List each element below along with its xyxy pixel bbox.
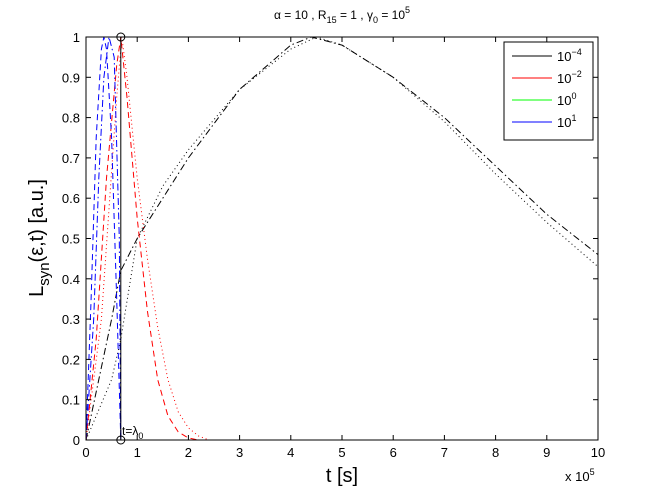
- y-tick-label: 0.4: [62, 272, 80, 287]
- series-line-5: [85, 36, 122, 441]
- x-multiplier: x 105: [565, 467, 595, 484]
- annotation-t-lambda: t=λ0: [122, 424, 143, 441]
- x-tick-label: 7: [441, 445, 448, 460]
- y-tick-label: 0.5: [62, 232, 80, 247]
- y-tick-label: 0.7: [62, 151, 80, 166]
- x-tick-label: 5: [338, 445, 345, 460]
- series-line-3: [85, 36, 210, 441]
- y-tick-label: 1: [73, 30, 80, 45]
- y-tick-label: 0.3: [62, 312, 80, 327]
- legend-label-1: 10−2: [557, 69, 582, 86]
- legend-label-2: 100: [557, 91, 576, 108]
- legend-label-0: 10−4: [557, 47, 582, 64]
- series-line-2: [85, 36, 199, 441]
- x-tick-label: 6: [390, 445, 397, 460]
- y-tick-label: 0.8: [62, 111, 80, 126]
- y-tick-label: 0.1: [62, 393, 80, 408]
- x-tick-label: 2: [185, 445, 192, 460]
- x-tick-label: 9: [543, 445, 550, 460]
- series-line-1: [85, 36, 599, 441]
- x-tick-label: 8: [492, 445, 499, 460]
- x-tick-label: 4: [287, 445, 294, 460]
- series-line-0: [85, 36, 599, 441]
- y-tick-label: 0.6: [62, 191, 80, 206]
- y-tick-label: 0.2: [62, 352, 80, 367]
- x-tick-label: 0: [82, 445, 89, 460]
- x-tick-label: 10: [591, 445, 605, 460]
- y-tick-label: 0: [73, 433, 80, 448]
- legend: 10−4 10−2 100 101: [503, 41, 594, 141]
- x-axis-label: t [s]: [326, 465, 358, 487]
- x-tick-label: 3: [236, 445, 243, 460]
- y-tick-label: 0.9: [62, 70, 80, 85]
- x-axis: 0 1 2 3 4 5 6 7 8 9 10: [82, 37, 605, 460]
- y-axis: 0 0.1 0.2 0.3 0.4 0.5 0.6 0.7 0.8 0.9 1: [62, 30, 598, 448]
- y-axis-label: Lsyn(ε,t) [a.u.]: [26, 179, 53, 297]
- chart-title: α = 10 , R15 = 1 , γ0 = 105: [274, 5, 410, 25]
- x-tick-label: 1: [134, 445, 141, 460]
- legend-box: [503, 41, 594, 141]
- legend-label-3: 101: [557, 113, 576, 130]
